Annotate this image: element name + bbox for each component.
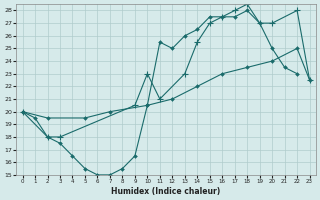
X-axis label: Humidex (Indice chaleur): Humidex (Indice chaleur) (111, 187, 221, 196)
